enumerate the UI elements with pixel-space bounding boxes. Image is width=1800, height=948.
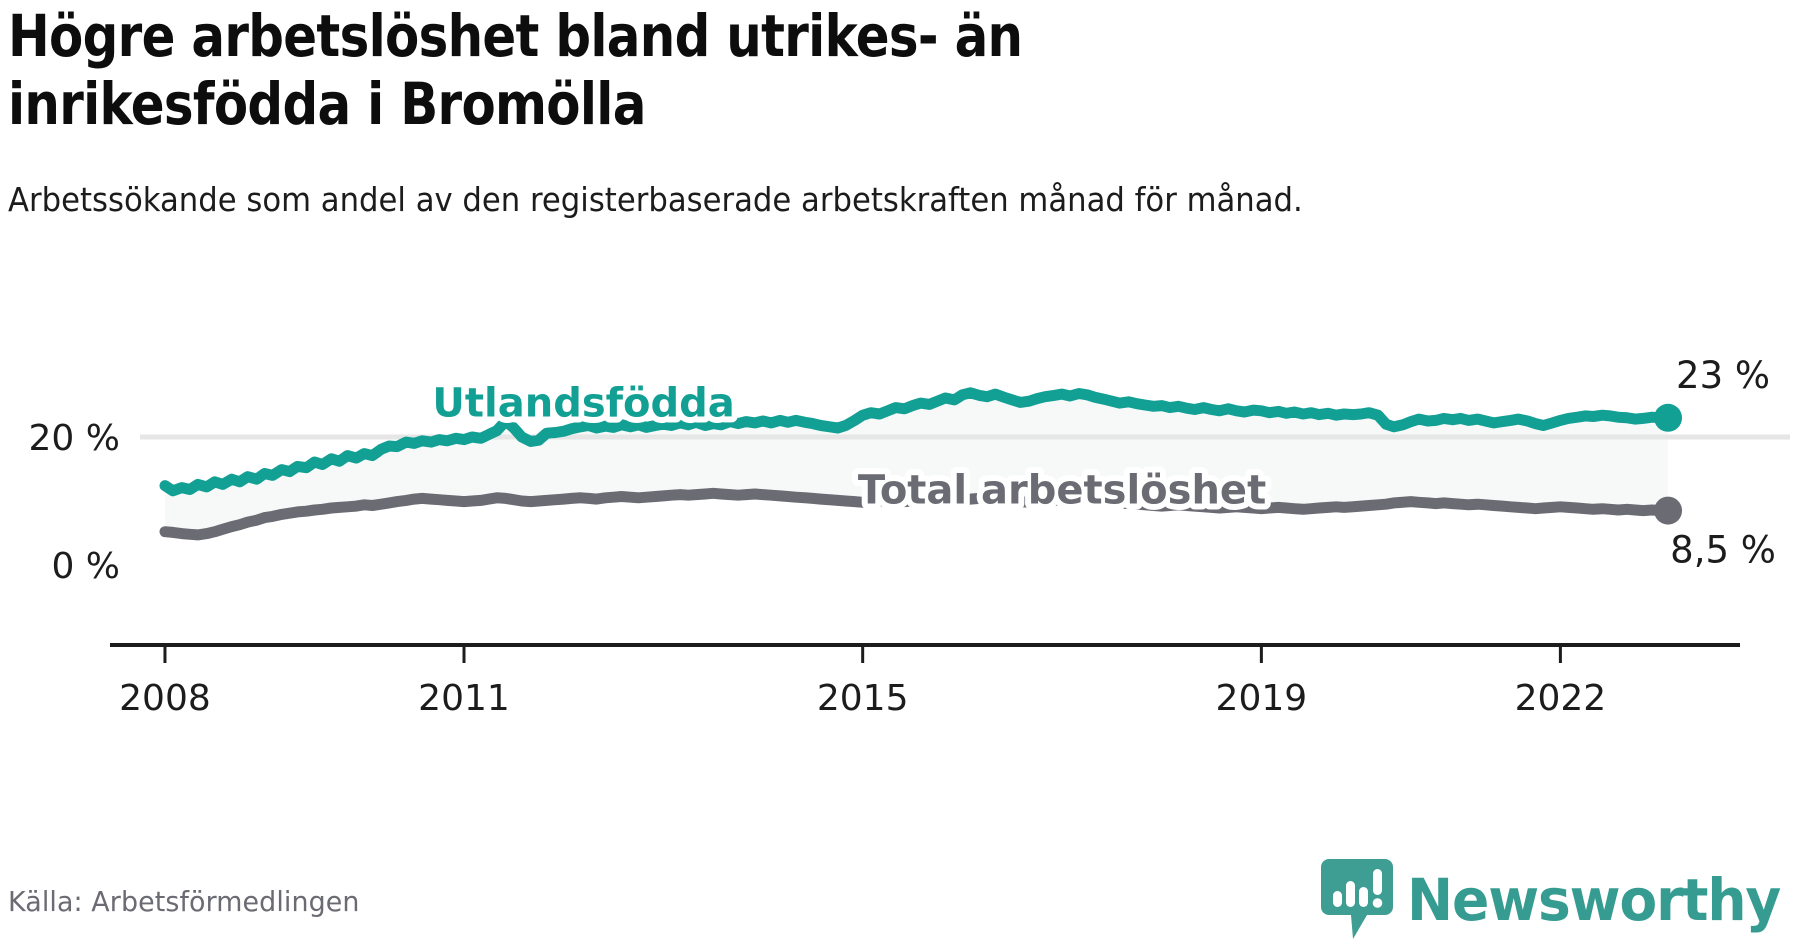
line-chart: 2008 2011 2015 2019 2022 0 % 20 % 23 % 8,5 % Utla… xyxy=(0,330,1800,730)
logo-wordmark: Newsworthy xyxy=(1407,866,1781,934)
annotation-halo: Total arbetslöshet xyxy=(858,468,1266,514)
series-line-foreign-born xyxy=(159,387,1674,497)
newsworthy-bubble-bars-icon xyxy=(1321,859,1394,939)
x-tick-label-2015: 2015 xyxy=(817,678,909,719)
annotation-label: Utlandsfödda xyxy=(432,381,734,427)
page-subtitle: Arbetssökande som andel av den registerb… xyxy=(8,180,1303,219)
annotation-halo: Utlandsfödda xyxy=(432,381,734,427)
x-tick-label-2019: 2019 xyxy=(1216,678,1308,719)
x-tick-label-2022: 2022 xyxy=(1515,678,1607,719)
series-end-dot-foreign-born xyxy=(1654,403,1683,432)
end-label-total: 8,5 % xyxy=(1670,529,1776,572)
series-end-dot-total xyxy=(1654,496,1683,525)
end-label-foreign-born: 23 % xyxy=(1676,354,1770,397)
series-line-total xyxy=(159,487,1674,541)
page-title: Högre arbetslöshet bland utrikes- än inr… xyxy=(8,2,1023,139)
newsworthy-logo: Newsworthy xyxy=(1321,855,1800,945)
chart-canvas: 2008 2011 2015 2019 2022 0 % 20 % 23 % 8,5 % Utla… xyxy=(29,354,1790,719)
annotation-label: Total arbetslöshet xyxy=(858,468,1266,514)
source-note: Källa: Arbetsförmedlingen xyxy=(8,885,360,918)
y-tick-label-0: 0 % xyxy=(51,546,120,587)
x-tick-label-2008: 2008 xyxy=(119,678,211,719)
y-tick-label-20: 20 % xyxy=(29,418,120,459)
x-tick-label-2011: 2011 xyxy=(418,678,510,719)
